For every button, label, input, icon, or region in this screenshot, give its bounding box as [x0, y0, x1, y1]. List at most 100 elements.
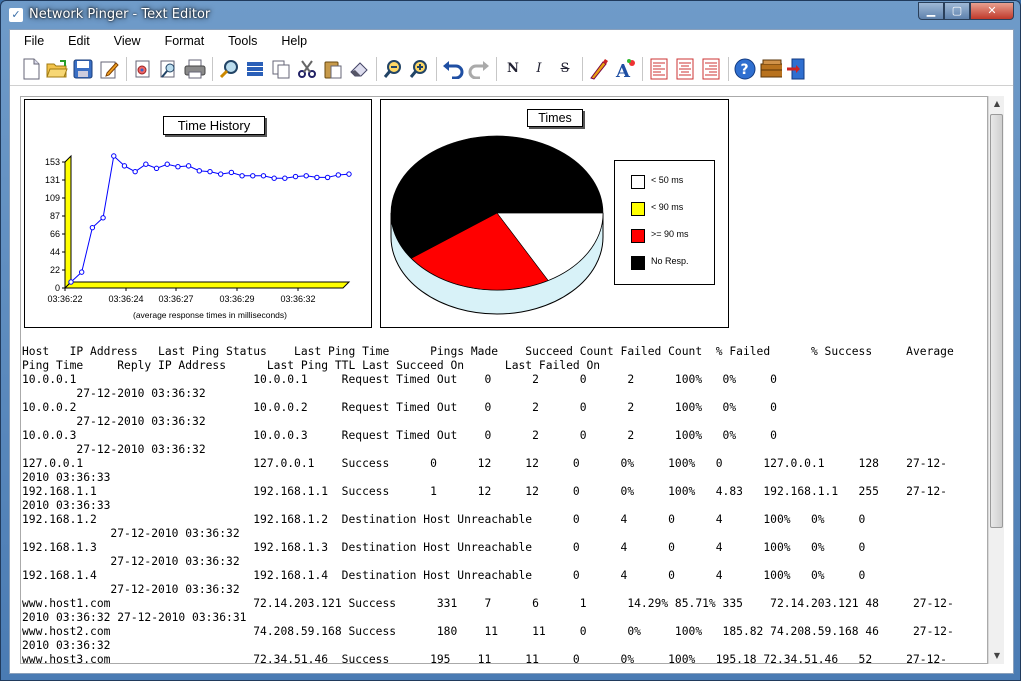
align-right-icon[interactable]	[700, 57, 722, 81]
maximize-button[interactable]: ▢	[944, 2, 970, 20]
editor-client: File Edit View Format Tools Help	[9, 29, 1014, 674]
y-tick-label: 131	[45, 175, 60, 185]
legend-swatch-noresp	[631, 256, 645, 270]
legend-swatch-lt90	[631, 202, 645, 216]
document-area[interactable]: Time History 153 131 109 87 66 44 22 0 03:36:22 0…	[20, 96, 988, 664]
eraser-icon[interactable]	[348, 57, 370, 81]
italic-text-icon[interactable]: I	[536, 61, 542, 76]
toolbar-separator	[436, 56, 437, 81]
report-line: www.host1.com 72.14.203.121 Success 331 …	[22, 597, 954, 610]
vertical-scrollbar[interactable]: ▲ ▼	[988, 96, 1004, 664]
menu-view[interactable]: View	[113, 34, 141, 48]
font-color-icon[interactable]	[588, 57, 610, 81]
close-button[interactable]: ✕	[970, 2, 1014, 20]
data-point	[314, 174, 320, 181]
stack-icon[interactable]	[244, 57, 266, 81]
edit-icon[interactable]	[98, 57, 120, 81]
scroll-thumb[interactable]	[990, 114, 1003, 528]
align-center-icon[interactable]	[674, 57, 696, 81]
window-title: Network Pinger - Text Editor	[29, 7, 211, 22]
svg-text:A: A	[615, 61, 631, 80]
report-line: 27-12-2010 03:36:32	[22, 583, 240, 596]
scroll-up-icon[interactable]: ▲	[993, 99, 1001, 108]
new-file-icon[interactable]	[20, 57, 42, 81]
report-line: 27-12-2010 03:36:32	[22, 415, 206, 428]
toolbox-icon[interactable]	[760, 57, 782, 81]
find-icon[interactable]	[218, 57, 240, 81]
paste-icon[interactable]	[322, 57, 344, 81]
data-point	[346, 171, 352, 177]
data-point	[217, 171, 224, 177]
print-preview-icon[interactable]	[132, 57, 154, 81]
report-line: Ping Time Reply IP Address Last Ping TTL…	[22, 359, 601, 372]
print-icon[interactable]	[184, 57, 206, 81]
y-tick-label: 44	[50, 247, 60, 257]
strikethrough-icon[interactable]: S	[560, 61, 570, 76]
save-icon[interactable]	[72, 57, 94, 81]
data-point	[196, 168, 203, 174]
data-point	[282, 175, 288, 181]
data-point	[78, 269, 85, 275]
minimize-button[interactable]: ▁	[918, 2, 944, 20]
pie-chart-plot	[390, 135, 604, 315]
report-line: Host IP Address Last Ping Status Last Pi…	[22, 345, 954, 358]
data-point	[89, 224, 96, 231]
time-history-title: Time History	[163, 116, 265, 135]
report-line: 27-12-2010 03:36:32	[22, 555, 240, 568]
help-icon[interactable]: ?	[734, 57, 756, 81]
times-pie-chart: Times < 50 ms < 90 ms >= 90 ms No Resp.	[380, 99, 729, 328]
exit-icon[interactable]	[786, 57, 808, 81]
menu-format[interactable]: Format	[164, 34, 205, 48]
toolbar-separator	[376, 56, 377, 81]
y-tick-label: 66	[50, 229, 60, 239]
y-tick-label: 153	[45, 157, 60, 167]
legend-label: < 90 ms	[651, 202, 684, 212]
report-line: 27-12-2010 03:36:32	[22, 443, 206, 456]
data-point	[260, 173, 267, 179]
x-tick-label: 03:36:29	[219, 294, 254, 304]
data-point	[335, 172, 342, 178]
y-tick-label: 0	[55, 283, 60, 293]
find-doc-icon[interactable]	[158, 57, 180, 81]
legend-label: No Resp.	[651, 256, 689, 266]
y-tick-label: 22	[50, 265, 60, 275]
undo-icon[interactable]	[442, 57, 464, 81]
report-line: 2010 03:36:32 27-12-2010 03:36:31	[22, 611, 247, 624]
data-point	[121, 163, 128, 169]
menu-edit[interactable]: Edit	[68, 34, 90, 48]
redo-icon[interactable]	[468, 57, 490, 81]
chart-caption: (average response times in milliseconds)	[133, 310, 287, 320]
zoom-out-icon[interactable]	[382, 57, 404, 81]
data-point	[100, 215, 106, 221]
report-line: 10.0.0.3 10.0.0.3 Request Timed Out 0 2 …	[22, 429, 777, 442]
open-folder-icon[interactable]	[46, 57, 68, 81]
report-line: 27-12-2010 03:36:32	[22, 387, 206, 400]
menu-help[interactable]: Help	[281, 34, 308, 48]
normal-text-icon[interactable]: N	[507, 61, 519, 76]
toolbar: N I S A ?	[10, 52, 1013, 86]
title-bar[interactable]: ✓ Network Pinger - Text Editor ▁ ▢ ✕	[1, 1, 1020, 29]
pie-slice	[390, 135, 604, 259]
data-point	[185, 163, 192, 169]
data-point	[271, 175, 277, 181]
report-line: 192.168.1.4 192.168.1.4 Destination Host…	[22, 569, 866, 582]
scroll-down-icon[interactable]: ▼	[993, 651, 1001, 660]
x-tick-label: 03:36:24	[108, 294, 143, 304]
zoom-in-icon[interactable]	[408, 57, 430, 81]
align-left-icon[interactable]	[648, 57, 670, 81]
report-line: 192.168.1.3 192.168.1.3 Destination Host…	[22, 541, 866, 554]
menu-tools[interactable]: Tools	[228, 34, 258, 48]
data-point	[292, 173, 299, 180]
cut-icon[interactable]	[296, 57, 318, 81]
font-icon[interactable]: A	[614, 57, 636, 81]
toolbar-separator	[496, 56, 497, 81]
report-line: www.host3.com 72.34.51.46 Success 195 11…	[22, 653, 947, 664]
pie-slice	[496, 212, 604, 281]
app-icon: ✓	[9, 8, 23, 22]
copy-doc-icon[interactable]	[270, 57, 292, 81]
x-tick-label: 03:36:32	[280, 294, 315, 304]
data-point	[228, 169, 235, 176]
data-point	[164, 161, 170, 167]
y-tick-label: 87	[50, 211, 60, 221]
menu-file[interactable]: File	[24, 34, 45, 48]
